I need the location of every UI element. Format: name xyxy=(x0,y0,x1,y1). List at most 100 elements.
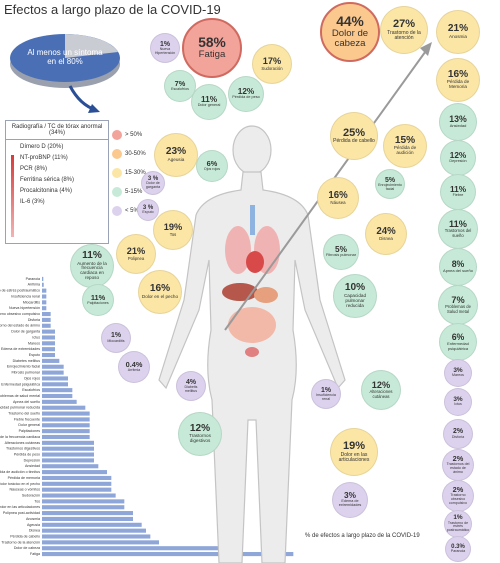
bar xyxy=(42,475,112,481)
bubble: 3% Mareos xyxy=(444,359,472,387)
bar-label: Trastorno obsesivo compulsivo xyxy=(0,312,40,316)
bubble-label: Esputo xyxy=(142,210,154,215)
bubble: 3 % Esputo xyxy=(137,199,159,221)
bubble-label: Arritmia xyxy=(127,367,141,372)
legend-swatch xyxy=(112,168,122,178)
bar-label: Arritmia xyxy=(28,283,40,287)
bar xyxy=(42,440,94,445)
bar-label: Aumento de la frecuencia cardiaca xyxy=(0,435,40,439)
lab-list: Dímero D (20%) NT-proBNP (11%) PCR (8%) Fer… xyxy=(20,144,108,205)
bubble: 16% Dolor en el pecho xyxy=(138,270,182,314)
legend-item: < 5% xyxy=(112,206,139,216)
bubble-label: Trastorno de estrés postraumático xyxy=(446,520,470,533)
bubble: 12% Trastornos digestivos xyxy=(178,412,222,456)
bar xyxy=(42,335,55,340)
bubble-label: Ageusia xyxy=(167,156,185,162)
bar-label: Ictus xyxy=(32,335,40,339)
bubble-label: Ictus xyxy=(454,402,462,407)
bubble-value: 25% xyxy=(342,126,366,139)
bubble-value: 3 % xyxy=(147,176,159,183)
bubble: 11% Fiebre xyxy=(440,174,476,210)
bubble-label: Dolor en las articulaciones xyxy=(338,451,370,463)
bubble: 0.3% Paranoia xyxy=(445,536,471,562)
bubble-label: Pérdida de peso xyxy=(232,95,260,100)
legend-swatch xyxy=(112,187,122,197)
legend-swatch xyxy=(112,149,122,159)
lab-tests-title: Radiografía / TC de tórax anormal (34%) xyxy=(6,121,108,140)
bar xyxy=(42,317,51,322)
bar-label: Depresión xyxy=(24,458,40,462)
bubble-label: Ansiedad xyxy=(449,123,467,129)
bubble-label: Nueva Hipertensión xyxy=(154,46,176,55)
bubble-label: Trastorno de la atención xyxy=(387,29,421,41)
bubble-label: Pérdida de cabello xyxy=(333,138,375,145)
title: Efectos a largo plazo de la COVID-19 xyxy=(4,2,221,17)
lab-tests: Radiografía / TC de tórax anormal (34%) … xyxy=(5,120,109,244)
bar xyxy=(42,464,99,469)
bar xyxy=(42,282,44,287)
bar xyxy=(42,347,55,352)
chart-caption: % de efectos a largo plazo de la COVID-1… xyxy=(305,533,420,539)
bar-label: Escalofríos xyxy=(22,388,40,392)
bubble-value: 6% xyxy=(206,159,218,169)
bubble-label: Apnea del sueño xyxy=(443,268,473,274)
bar-label: Dolor torácico en el pecho xyxy=(0,482,40,486)
bar xyxy=(42,393,73,399)
bar-label: Esputo xyxy=(29,353,40,357)
bar xyxy=(42,446,94,451)
bubble-value: 2% xyxy=(452,454,464,464)
bubble-value: 11% xyxy=(82,250,102,261)
bubble-label: Alteraciones cutáneas xyxy=(369,389,393,399)
bubble-value: 0.4% xyxy=(125,360,143,370)
bubble: 6% Ojos rojos xyxy=(196,150,228,182)
bubble-value: 15% xyxy=(394,134,416,146)
bubble-value: 6% xyxy=(451,332,465,343)
bar xyxy=(42,423,90,428)
bubble-label: Miocarditis xyxy=(107,338,125,343)
bar-label: Pérdida de audición o tinnitus xyxy=(0,470,40,474)
lab-item: PCR (8%) xyxy=(20,166,48,172)
bubble-label: Pérdida de Memoria xyxy=(446,79,470,90)
bar xyxy=(42,540,159,545)
bar xyxy=(42,341,55,346)
bubble-label: Polipnea xyxy=(127,255,145,261)
bubble-label: Escalofríos xyxy=(171,86,189,91)
bubble-value: 3% xyxy=(344,490,356,500)
bubble-label: Disnea xyxy=(379,235,393,241)
bubble-label: Depresión xyxy=(449,159,467,164)
bar xyxy=(42,300,47,305)
bar-label: Alteraciones cutáneas xyxy=(5,441,41,445)
bar xyxy=(42,358,60,363)
bar-label: Anosmia xyxy=(26,517,40,521)
bubble-value: 4% xyxy=(186,378,196,386)
bubble: 8% Apnea del sueño xyxy=(439,248,477,286)
bar xyxy=(42,434,90,440)
legend-item: 5-15% xyxy=(112,187,142,197)
bar xyxy=(42,493,116,498)
bubble-label: Enfermedad psiquiátrica xyxy=(447,341,469,351)
bubble: 4% Diabetis mellitus xyxy=(176,371,206,401)
bubble: 11% Aumento de la frecuencia cardiaca en … xyxy=(70,244,114,288)
bubble-label: Fiebre xyxy=(452,193,464,198)
bubble-value: 11% xyxy=(90,293,106,303)
bubble: 12% Pérdida de peso xyxy=(228,76,264,112)
bar-label: Fatiga xyxy=(30,552,40,556)
bubble-value: 1% xyxy=(453,513,463,521)
legend-label: 5-15% xyxy=(125,189,143,195)
bubble: 21% Polipnea xyxy=(116,234,156,274)
bubble: 24% Disnea xyxy=(365,213,407,255)
bar xyxy=(42,452,94,457)
legend-item: 30-50% xyxy=(112,149,146,159)
bubble-value: 12% xyxy=(371,379,391,390)
bubble-value: 27% xyxy=(392,17,416,30)
bubble-label: Dolor de cabeza xyxy=(331,28,369,50)
bubble-value: 5% xyxy=(385,176,395,184)
bar xyxy=(42,306,47,311)
bubble: 19% Tos xyxy=(153,210,193,250)
bar-label: Fibrosis pulmonar xyxy=(11,371,40,375)
bubble: 1% Miocarditis xyxy=(101,323,131,353)
bubble-value: 16% xyxy=(447,68,469,80)
bubble: 2% Trastornos del estado de ánimo xyxy=(442,449,474,481)
